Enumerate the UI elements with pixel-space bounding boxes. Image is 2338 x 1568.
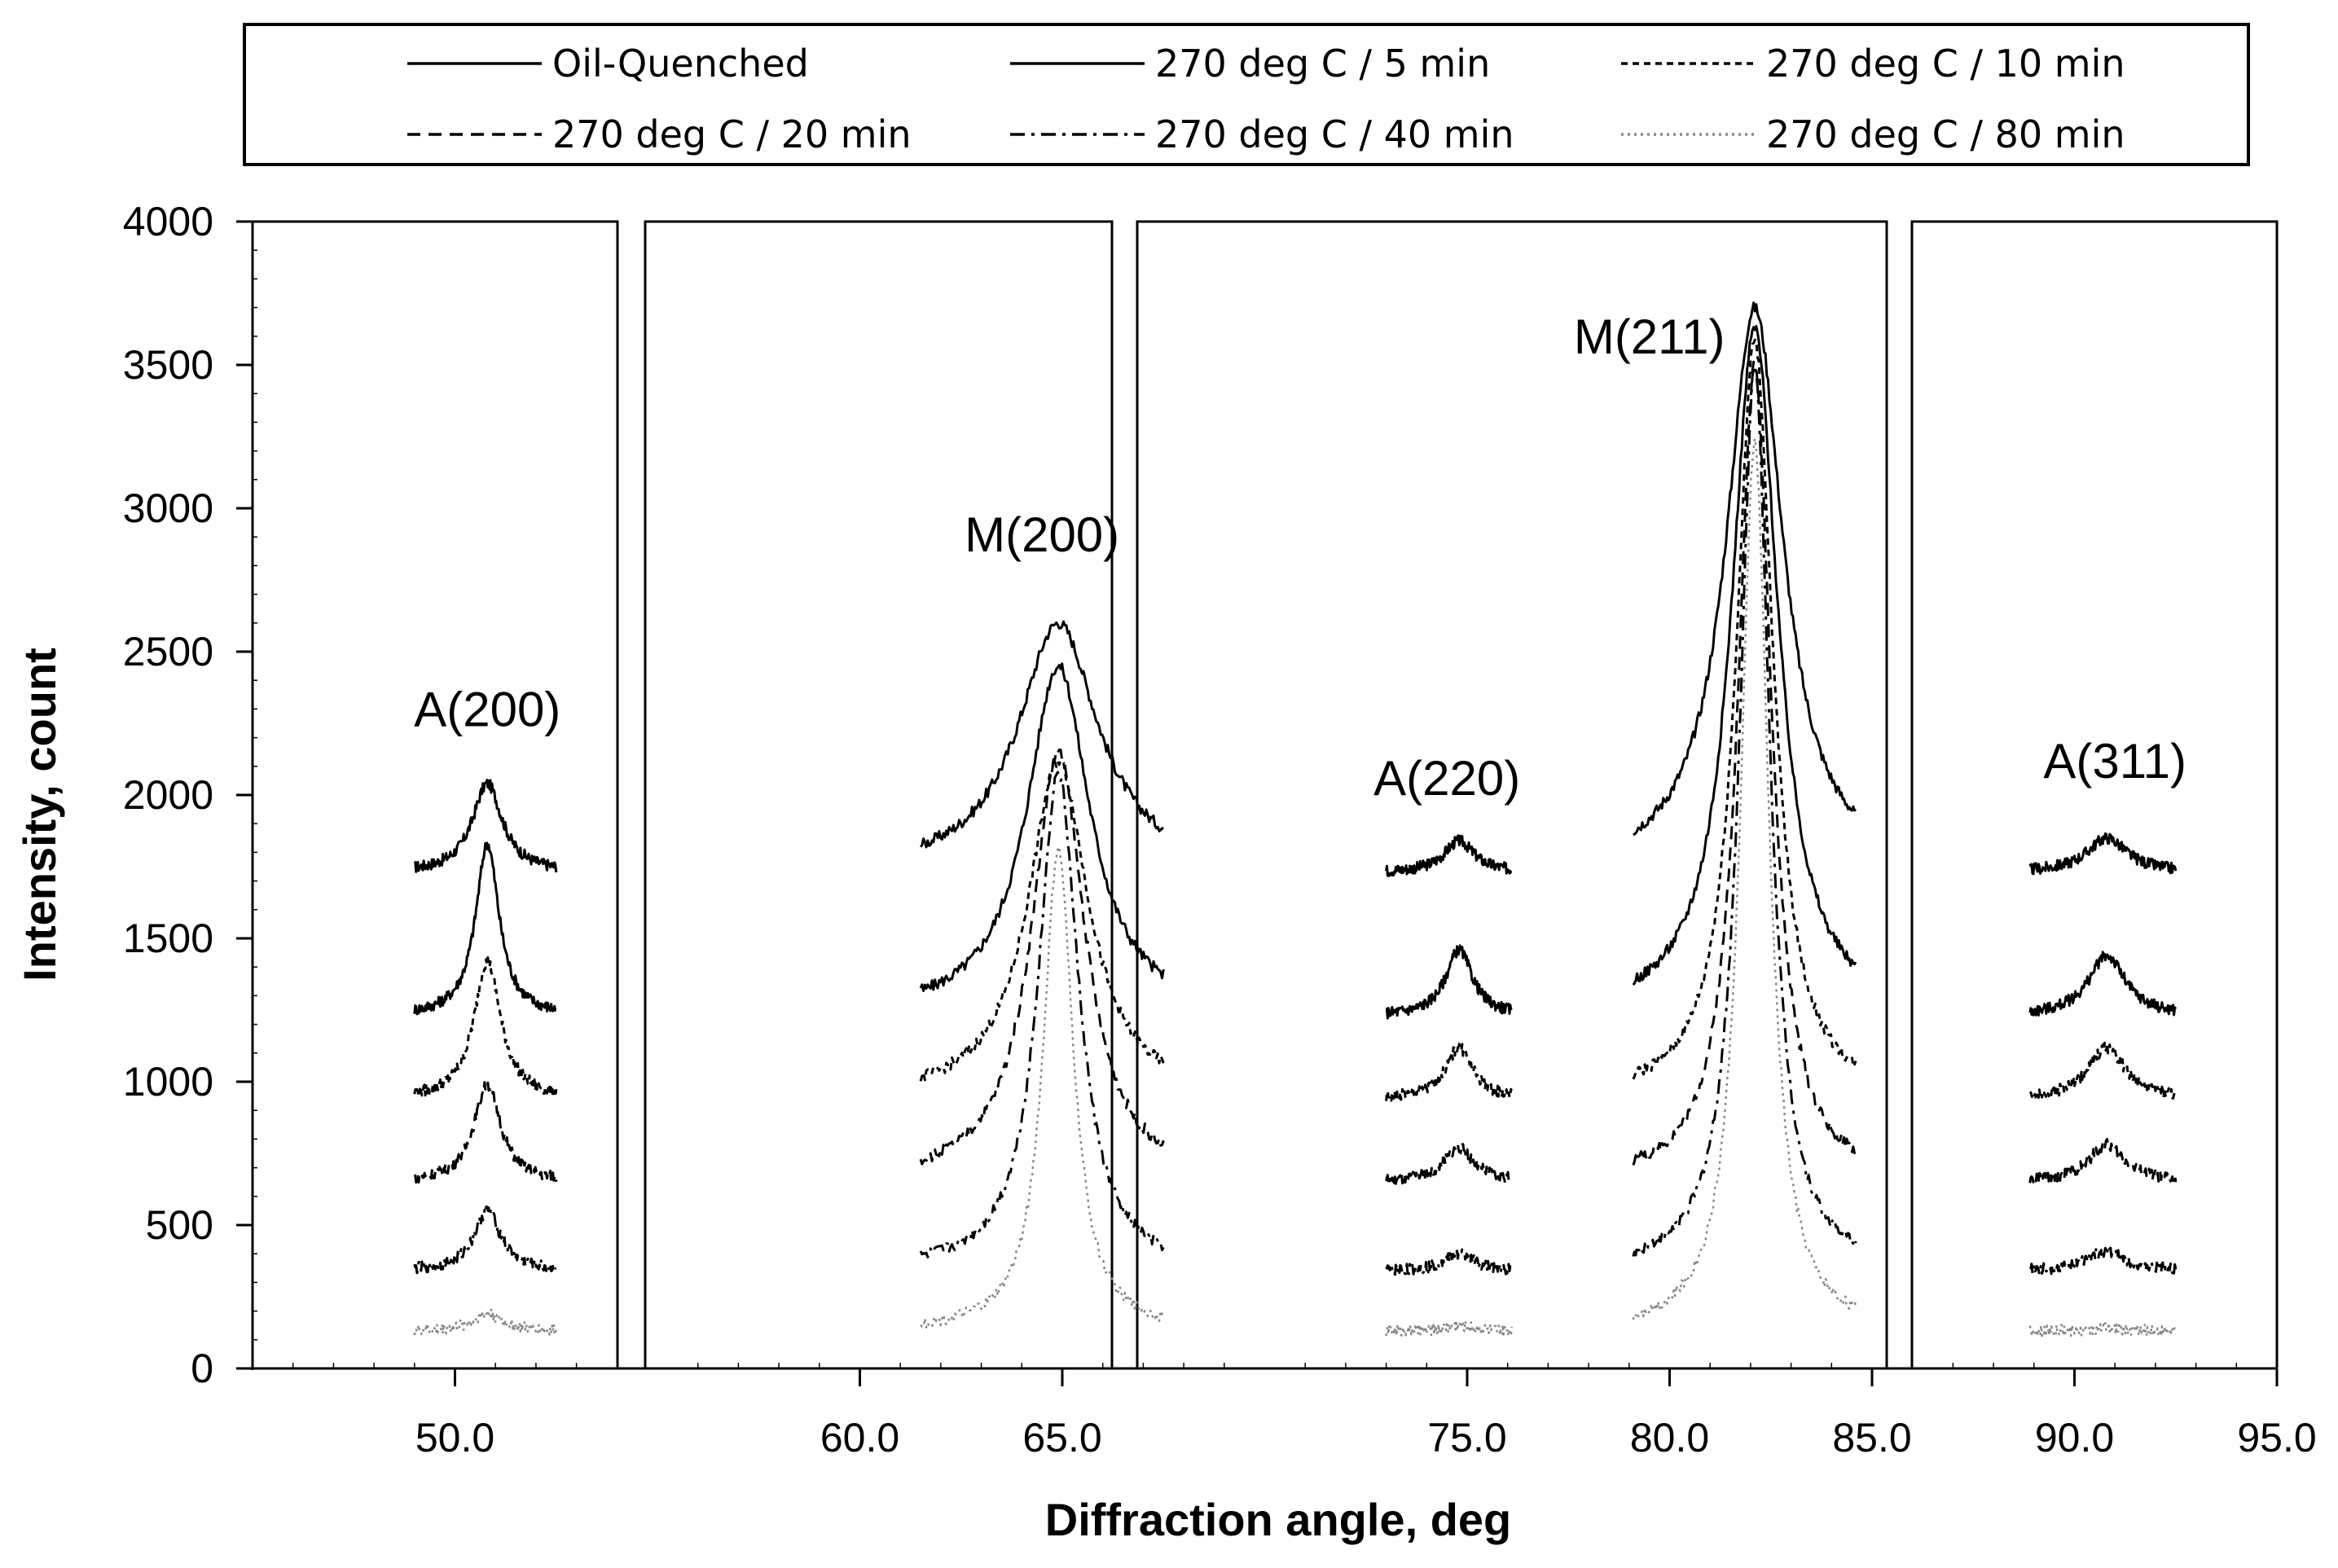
peak-label: A(311): [2043, 734, 2186, 788]
legend-label: 270 deg C / 10 min: [1766, 42, 2125, 86]
series-line: [2028, 832, 2178, 876]
legend-entry: Oil-Quenched: [407, 42, 809, 86]
legend-label: 270 deg C / 40 min: [1155, 112, 1514, 156]
series-line: [413, 1206, 557, 1275]
x-tick-label: 60.0: [820, 1415, 899, 1460]
series-line: [2028, 1041, 2178, 1100]
panel-frame: [1910, 220, 2279, 1370]
y-tick-label: 500: [146, 1202, 213, 1248]
legend-entry: 270 deg C / 40 min: [1010, 112, 1514, 156]
legend-box: [243, 23, 2250, 166]
x-tick-label: 85.0: [1832, 1415, 1911, 1460]
series-line: [1385, 1141, 1514, 1187]
legend-label: 270 deg C / 5 min: [1155, 42, 1490, 86]
peak-label: M(200): [965, 507, 1119, 562]
series-line: [414, 779, 558, 873]
series-line: [413, 1081, 558, 1184]
legend-entry: 270 deg C / 20 min: [407, 112, 912, 156]
series-line: [1633, 301, 1857, 837]
peak-label: A(200): [414, 683, 560, 737]
y-tick-label: 4000: [123, 199, 213, 244]
series-2: [413, 338, 2178, 1102]
y-tick-label: 3500: [123, 342, 213, 388]
series-line: [919, 759, 1165, 1082]
peak-label: A(220): [1373, 751, 1520, 806]
series-line: [919, 662, 1165, 992]
x-tick-label: 75.0: [1427, 1415, 1506, 1460]
legend-label: 270 deg C / 80 min: [1766, 112, 2125, 156]
series-line: [2028, 1321, 2177, 1338]
x-tick-label: 90.0: [2035, 1415, 2114, 1460]
y-axis-title: Intensity, count: [14, 648, 65, 982]
series-line: [2028, 1244, 2178, 1276]
series-1: [413, 324, 2178, 1020]
y-tick-label: 1500: [123, 916, 213, 961]
x-tick-label: 50.0: [415, 1415, 494, 1460]
x-axis-title: Diffraction angle, deg: [1045, 1494, 1512, 1545]
series-line: [1632, 360, 1857, 1166]
series-line: [1632, 338, 1857, 1080]
series-5: [413, 437, 2177, 1338]
series-line: [920, 845, 1164, 1329]
series-0: [414, 301, 2178, 877]
series-line: [2028, 1138, 2178, 1185]
panel-frame: [251, 220, 619, 1370]
x-tick-label: 80.0: [1630, 1415, 1709, 1460]
legend-entry: 270 deg C / 80 min: [1621, 112, 2125, 156]
series-line: [1385, 944, 1513, 1020]
y-tick-label: 2500: [123, 629, 213, 674]
series-line: [1632, 437, 1857, 1320]
series-3: [413, 360, 2178, 1187]
x-tick-label: 95.0: [2237, 1415, 2316, 1460]
legend-label: Oil-Quenched: [552, 42, 809, 86]
series-line: [413, 841, 557, 1016]
series-line: [1385, 834, 1513, 877]
panel-frame: [644, 220, 1114, 1370]
x-tick-label: 65.0: [1022, 1415, 1101, 1460]
series-line: [413, 1308, 558, 1336]
series-line: [1632, 324, 1857, 986]
series-line: [919, 620, 1164, 849]
series-line: [919, 749, 1165, 1166]
legend-label: 270 deg C / 20 min: [552, 112, 912, 156]
y-tick-label: 0: [191, 1346, 213, 1391]
series-line: [1632, 364, 1857, 1257]
legend-entry: 270 deg C / 5 min: [1010, 42, 1490, 86]
series-4: [413, 364, 2178, 1276]
legend-entry: 270 deg C / 10 min: [1621, 42, 2125, 86]
series-line: [919, 771, 1165, 1258]
series-line: [1385, 1043, 1514, 1102]
series-line: [1385, 1248, 1514, 1276]
y-tick-label: 1000: [123, 1059, 213, 1105]
series-line: [413, 956, 558, 1098]
peak-label: M(211): [1574, 310, 1725, 364]
y-tick-label: 2000: [123, 772, 213, 818]
legend: Oil-Quenched 270 deg C / 5 min 270 deg C /…: [243, 23, 2250, 166]
y-tick-label: 3000: [123, 485, 213, 531]
series-line: [1385, 1320, 1513, 1337]
series-line: [2028, 951, 2178, 1017]
